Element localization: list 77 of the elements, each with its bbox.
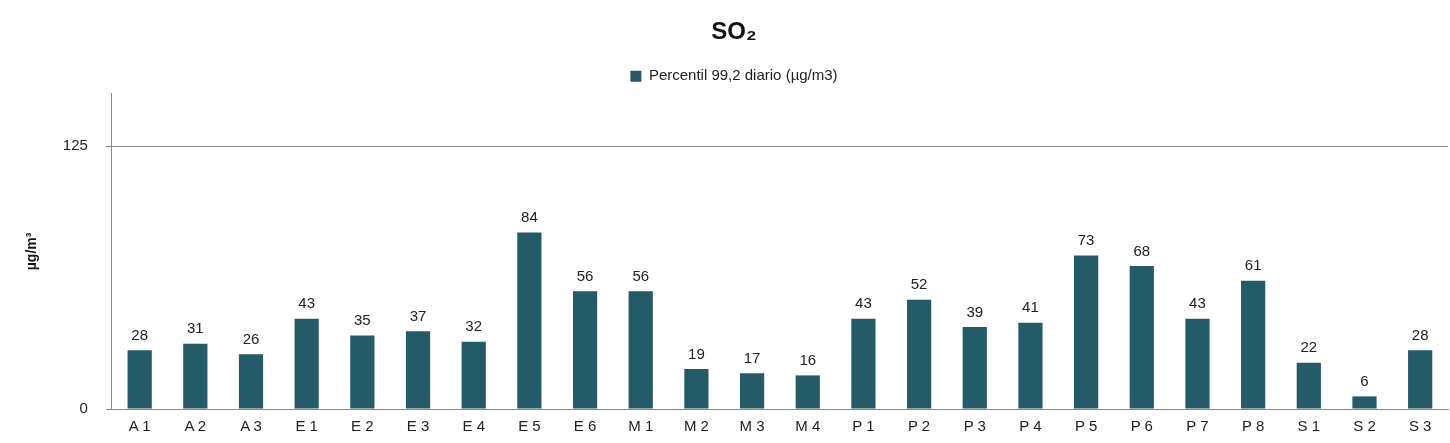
- bar: [461, 341, 486, 409]
- data-label: 43: [298, 294, 316, 312]
- x-tick-label: P 1: [852, 417, 875, 435]
- x-tick-label: P 7: [1186, 417, 1209, 435]
- data-label: 84: [521, 208, 538, 226]
- data-label: 39: [966, 302, 984, 320]
- bar: [1408, 350, 1433, 409]
- x-tick-label: S 2: [1353, 417, 1376, 435]
- data-label: 41: [1022, 298, 1039, 316]
- data-label: 17: [743, 348, 761, 366]
- data-label: 32: [465, 317, 483, 335]
- bar: [127, 350, 152, 409]
- x-tick-label: M 3: [739, 417, 765, 435]
- bar: [294, 318, 319, 409]
- x-tick-label: A 1: [128, 417, 151, 435]
- x-tick-label: E 1: [295, 417, 318, 435]
- bar: [350, 335, 375, 409]
- x-tick-label: P 8: [1242, 417, 1265, 435]
- x-tick-label: M 4: [795, 417, 821, 435]
- bar: [1296, 362, 1321, 409]
- data-label: 56: [632, 266, 650, 284]
- bar: [795, 375, 820, 409]
- data-label: 61: [1244, 256, 1262, 274]
- x-tick-label: E 4: [462, 417, 485, 435]
- data-label: 28: [131, 325, 149, 343]
- bar: [628, 291, 653, 409]
- data-label: 37: [409, 306, 427, 324]
- x-tick-label: E 6: [573, 417, 597, 435]
- bar: [1241, 280, 1266, 409]
- y-tick-label: 0: [79, 399, 88, 417]
- x-tick-label: M 1: [628, 417, 654, 435]
- data-label: 22: [1300, 338, 1318, 356]
- legend-label: Percentil 99,2 diario (µg/m3): [648, 66, 838, 84]
- bar: [962, 327, 987, 409]
- bar: [684, 369, 709, 409]
- bar: [572, 291, 598, 409]
- bar: [517, 232, 542, 409]
- x-tick-label: A 3: [240, 417, 262, 435]
- x-tick-label: E 2: [351, 417, 374, 435]
- x-tick-label: E 5: [518, 417, 541, 435]
- bar: [1352, 396, 1377, 409]
- bar: [739, 373, 765, 409]
- bar: [405, 331, 431, 409]
- chart-title: SO₂: [711, 17, 757, 45]
- x-tick-label: E 3: [406, 417, 430, 435]
- x-tick-label: P 2: [907, 417, 931, 435]
- data-label: 26: [242, 330, 260, 348]
- data-label: 43: [855, 294, 872, 312]
- bar: [183, 343, 208, 409]
- data-label: 56: [576, 266, 594, 284]
- bar: [851, 318, 876, 409]
- bar: [906, 299, 932, 409]
- data-label: 35: [354, 311, 371, 329]
- x-tick-label: P 3: [963, 417, 986, 435]
- data-label: 31: [186, 319, 204, 337]
- x-tick-label: S 3: [1408, 417, 1432, 435]
- x-tick-label: P 4: [1019, 417, 1042, 435]
- x-tick-label: M 2: [683, 417, 709, 435]
- data-label: 43: [1189, 294, 1206, 312]
- data-label: 68: [1133, 241, 1151, 259]
- bar: [1018, 322, 1043, 409]
- data-label: 28: [1411, 325, 1429, 343]
- x-tick-label: A 2: [184, 417, 207, 435]
- data-label: 52: [910, 275, 928, 293]
- x-tick-label: S 1: [1297, 417, 1321, 435]
- data-label: 73: [1077, 231, 1095, 249]
- bar: [1074, 255, 1099, 409]
- bar: [1185, 318, 1210, 409]
- y-tick-label: 125: [62, 136, 88, 154]
- y-axis-title: µg/m³: [23, 232, 40, 271]
- data-label: 6: [1360, 372, 1369, 390]
- data-label: 19: [688, 344, 705, 362]
- bar: [1129, 266, 1154, 409]
- data-label: 16: [799, 351, 817, 369]
- x-tick-label: P 5: [1074, 417, 1098, 435]
- x-tick-label: P 6: [1130, 417, 1153, 435]
- bar: [238, 354, 264, 409]
